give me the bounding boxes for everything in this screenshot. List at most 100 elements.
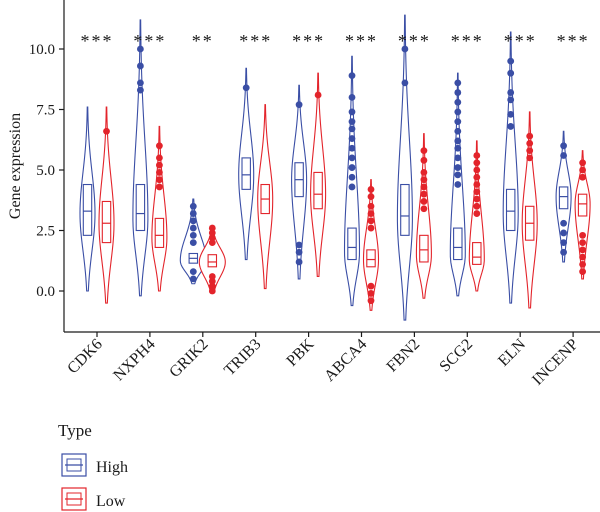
y-tick-label: 7.5 — [36, 103, 55, 119]
outlier-point-high-grik2 — [189, 202, 197, 210]
plot-area: 0.0 2.5 5.0 7.5 10.0 CDK6 NXPH4 GRIK2 TRIB3 PBK A… — [29, 0, 600, 389]
legend-label-high: High — [96, 459, 128, 476]
legend-key-inner-box — [66, 492, 82, 506]
outlier-point-high-nxph4 — [137, 86, 144, 94]
violin-low-nxph4 — [151, 125, 168, 292]
outlier-point-high-scg2 — [454, 98, 462, 106]
outlier-point-high-trib3 — [242, 84, 250, 92]
outlier-point-high-abca4 — [348, 125, 356, 133]
outlier-point-low-nxph4 — [156, 183, 163, 191]
outlier-point-low-cdk6 — [103, 127, 110, 135]
outlier-point-high-scg2 — [454, 79, 462, 87]
legend-key-low — [61, 487, 87, 511]
outlier-point-low-fbn2 — [420, 205, 428, 213]
outlier-point-low-fbn2 — [420, 183, 428, 191]
x-tick-label-cdk6: CDK6 — [64, 336, 106, 378]
outlier-point-high-grik2 — [189, 210, 197, 217]
significance-label-grik2: ** — [192, 31, 214, 51]
significance-label-incenp: *** — [557, 31, 590, 51]
outlier-point-low-abca4 — [367, 217, 375, 225]
outlier-point-low-grik2 — [208, 229, 216, 237]
outlier-point-high-incenp — [560, 239, 567, 247]
legend: Type High Low — [58, 421, 128, 511]
outlier-point-low-scg2 — [473, 210, 481, 217]
outlier-point-high-incenp — [560, 152, 567, 159]
outlier-point-high-abca4 — [348, 135, 356, 142]
legend-key-inner-box — [66, 458, 82, 472]
outlier-point-high-fbn2 — [401, 45, 409, 53]
outlier-point-low-pbk — [314, 91, 322, 99]
violin-high-eln — [502, 31, 519, 304]
outlier-point-low-scg2 — [473, 152, 481, 159]
outlier-point-low-scg2 — [473, 159, 481, 167]
outlier-point-high-scg2 — [454, 127, 462, 135]
outlier-point-high-fbn2 — [401, 79, 409, 87]
outlier-point-low-incenp — [579, 173, 586, 181]
significance-label-fbn2: *** — [398, 31, 431, 51]
outlier-point-low-abca4 — [367, 282, 375, 290]
outlier-point-high-pbk — [295, 241, 303, 249]
x-axis-ticks: CDK6 NXPH4 GRIK2 TRIB3 PBK ABCA4 FBN2 SCG2 ELN IN… — [64, 332, 582, 389]
outlier-point-low-eln — [526, 132, 534, 140]
outlier-point-low-fbn2 — [420, 176, 428, 184]
legend-label-low: Low — [96, 493, 126, 510]
significance-label-trib3: *** — [239, 31, 272, 51]
outlier-point-low-nxph4 — [156, 169, 163, 176]
outlier-point-high-incenp — [560, 219, 567, 227]
outlier-point-low-incenp — [579, 166, 586, 174]
outlier-point-low-fbn2 — [420, 147, 428, 155]
outlier-point-high-pbk — [295, 101, 303, 109]
outlier-point-low-grik2 — [208, 277, 216, 285]
outlier-point-high-incenp — [560, 248, 567, 256]
outlier-point-low-scg2 — [473, 188, 481, 196]
outlier-point-high-eln — [507, 96, 515, 104]
legend-key-high — [61, 453, 87, 477]
box-low-incenp — [577, 193, 588, 217]
legend-title: Type — [58, 421, 92, 440]
outlier-point-low-abca4 — [367, 290, 375, 297]
outlier-point-low-nxph4 — [156, 161, 163, 169]
significance-label-pbk: *** — [292, 31, 325, 51]
x-tick-label-fbn2: FBN2 — [384, 336, 424, 376]
outlier-point-low-abca4 — [367, 193, 375, 201]
box-high-scg2 — [453, 227, 463, 261]
y-tick-label: 5.0 — [36, 163, 55, 179]
box-high-nxph4 — [135, 183, 146, 232]
outlier-point-high-pbk — [295, 258, 303, 266]
legend-entry-high: High — [61, 453, 128, 477]
box-low-abca4 — [366, 249, 376, 268]
outlier-point-high-abca4 — [348, 108, 356, 116]
outlier-point-low-nxph4 — [156, 154, 163, 162]
box-high-cdk6 — [82, 183, 93, 236]
box-high-fbn2 — [400, 183, 410, 236]
outlier-point-high-scg2 — [454, 181, 462, 188]
outlier-point-high-incenp — [560, 229, 567, 237]
x-tick-label-pbk: PBK — [283, 335, 317, 369]
box-low-grik2 — [207, 254, 218, 268]
outlier-point-low-eln — [526, 147, 534, 155]
outlier-point-low-fbn2 — [420, 198, 428, 205]
outlier-point-high-eln — [507, 89, 515, 96]
box-low-nxph4 — [154, 217, 165, 248]
violin-high-fbn2 — [396, 14, 413, 321]
outlier-point-high-grik2 — [189, 268, 197, 276]
outlier-point-low-fbn2 — [420, 156, 428, 164]
outlier-point-high-abca4 — [348, 183, 356, 191]
outlier-point-high-scg2 — [454, 89, 462, 96]
outlier-point-high-scg2 — [454, 118, 462, 125]
outlier-point-low-fbn2 — [420, 169, 428, 176]
box-high-trib3 — [241, 157, 251, 190]
outlier-point-low-scg2 — [473, 202, 481, 210]
outlier-point-low-abca4 — [367, 297, 375, 305]
outlier-point-low-incenp — [579, 268, 586, 276]
outlier-point-low-eln — [526, 139, 534, 147]
outlier-point-high-abca4 — [348, 173, 356, 181]
legend-entry-low: Low — [61, 487, 126, 511]
outlier-point-high-scg2 — [454, 137, 462, 145]
outlier-point-high-nxph4 — [137, 62, 144, 70]
outlier-point-low-incenp — [579, 260, 586, 268]
x-tick-label-eln: ELN — [495, 335, 529, 369]
outlier-point-low-nxph4 — [156, 142, 163, 150]
box-high-incenp — [558, 186, 569, 210]
outlier-point-low-scg2 — [473, 173, 481, 181]
